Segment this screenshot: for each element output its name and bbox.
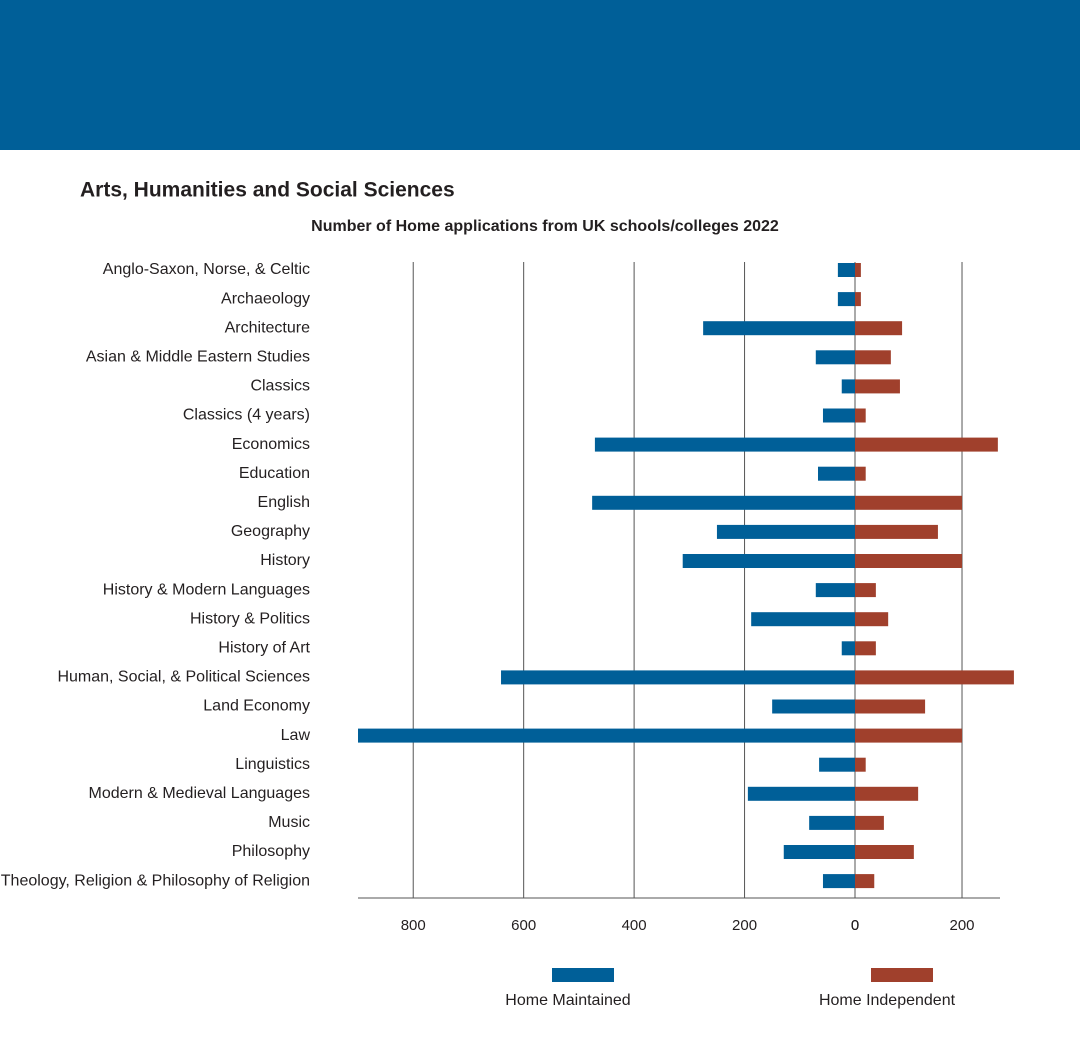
bar xyxy=(855,495,963,510)
category-label: History & Politics xyxy=(190,610,310,627)
bar xyxy=(818,466,855,481)
bar xyxy=(855,350,891,365)
category-label: History & Modern Languages xyxy=(103,581,310,598)
category-label: Architecture xyxy=(225,319,310,336)
bar xyxy=(855,757,866,772)
category-label: Modern & Medieval Languages xyxy=(89,785,310,802)
category-label: History of Art xyxy=(218,640,310,657)
category-label: Linguistics xyxy=(235,756,310,773)
bar xyxy=(855,815,884,830)
bar xyxy=(501,670,855,685)
legend-label: Home Independent xyxy=(819,992,956,1009)
category-label: Land Economy xyxy=(203,698,310,715)
bar xyxy=(747,786,855,801)
category-label: Anglo-Saxon, Norse, & Celtic xyxy=(103,261,310,278)
category-label: Human, Social, & Political Sciences xyxy=(57,669,310,686)
bar xyxy=(855,263,861,277)
bar xyxy=(592,495,855,510)
category-label: Law xyxy=(281,727,311,744)
bar xyxy=(855,524,938,539)
bar xyxy=(682,554,855,568)
x-tick-label: 800 xyxy=(401,917,426,934)
x-tick-label: 200 xyxy=(949,917,974,934)
legend-swatch xyxy=(871,968,933,982)
bar xyxy=(594,437,855,452)
category-label: Economics xyxy=(232,436,310,453)
bar xyxy=(855,728,963,743)
x-tick-label: 200 xyxy=(732,917,757,934)
bar xyxy=(358,728,855,743)
bar xyxy=(855,845,914,859)
x-tick-label: 0 xyxy=(851,917,859,934)
bar xyxy=(841,641,855,656)
x-tick-label: 600 xyxy=(511,917,536,934)
bar xyxy=(751,612,855,627)
bar xyxy=(703,321,855,336)
category-label: Geography xyxy=(231,523,310,540)
x-tick-label: 400 xyxy=(622,917,647,934)
bar xyxy=(855,554,963,568)
legend-swatch xyxy=(552,968,614,982)
category-label: Music xyxy=(268,814,310,831)
category-label: Archaeology xyxy=(221,290,310,307)
bar xyxy=(822,408,855,423)
bar xyxy=(772,699,855,714)
bar xyxy=(855,321,903,336)
category-label: Theology, Religion & Philosophy of Relig… xyxy=(1,872,310,889)
bar xyxy=(815,583,855,598)
category-label: English xyxy=(258,494,310,511)
chart-title: Number of Home applications from UK scho… xyxy=(311,218,779,235)
section-title: Arts, Humanities and Social Sciences xyxy=(80,179,455,202)
bar xyxy=(783,845,855,859)
legend-label: Home Maintained xyxy=(505,992,630,1009)
bar xyxy=(855,699,926,714)
category-label: Education xyxy=(239,465,310,482)
bar xyxy=(855,437,998,452)
bar xyxy=(837,292,855,307)
bar xyxy=(855,641,876,656)
bar xyxy=(855,583,876,598)
category-label: Classics (4 years) xyxy=(183,407,310,424)
category-label: Asian & Middle Eastern Studies xyxy=(86,349,310,366)
x-tick-label: 0 xyxy=(851,917,859,934)
category-label: Classics xyxy=(250,378,310,395)
bar xyxy=(855,612,889,627)
bar xyxy=(822,874,855,889)
bar xyxy=(855,786,919,801)
bar xyxy=(809,815,855,830)
category-label: Philosophy xyxy=(232,843,310,860)
bar xyxy=(815,350,855,365)
bar xyxy=(819,757,855,772)
bar xyxy=(837,263,855,277)
bar xyxy=(855,670,1014,685)
category-label: History xyxy=(260,552,310,569)
bar xyxy=(855,874,875,889)
bar xyxy=(855,379,900,394)
bar xyxy=(855,292,861,307)
bar xyxy=(855,408,866,423)
bar xyxy=(841,379,855,394)
header-band xyxy=(0,0,1080,150)
bar xyxy=(855,466,866,481)
bar xyxy=(716,524,855,539)
